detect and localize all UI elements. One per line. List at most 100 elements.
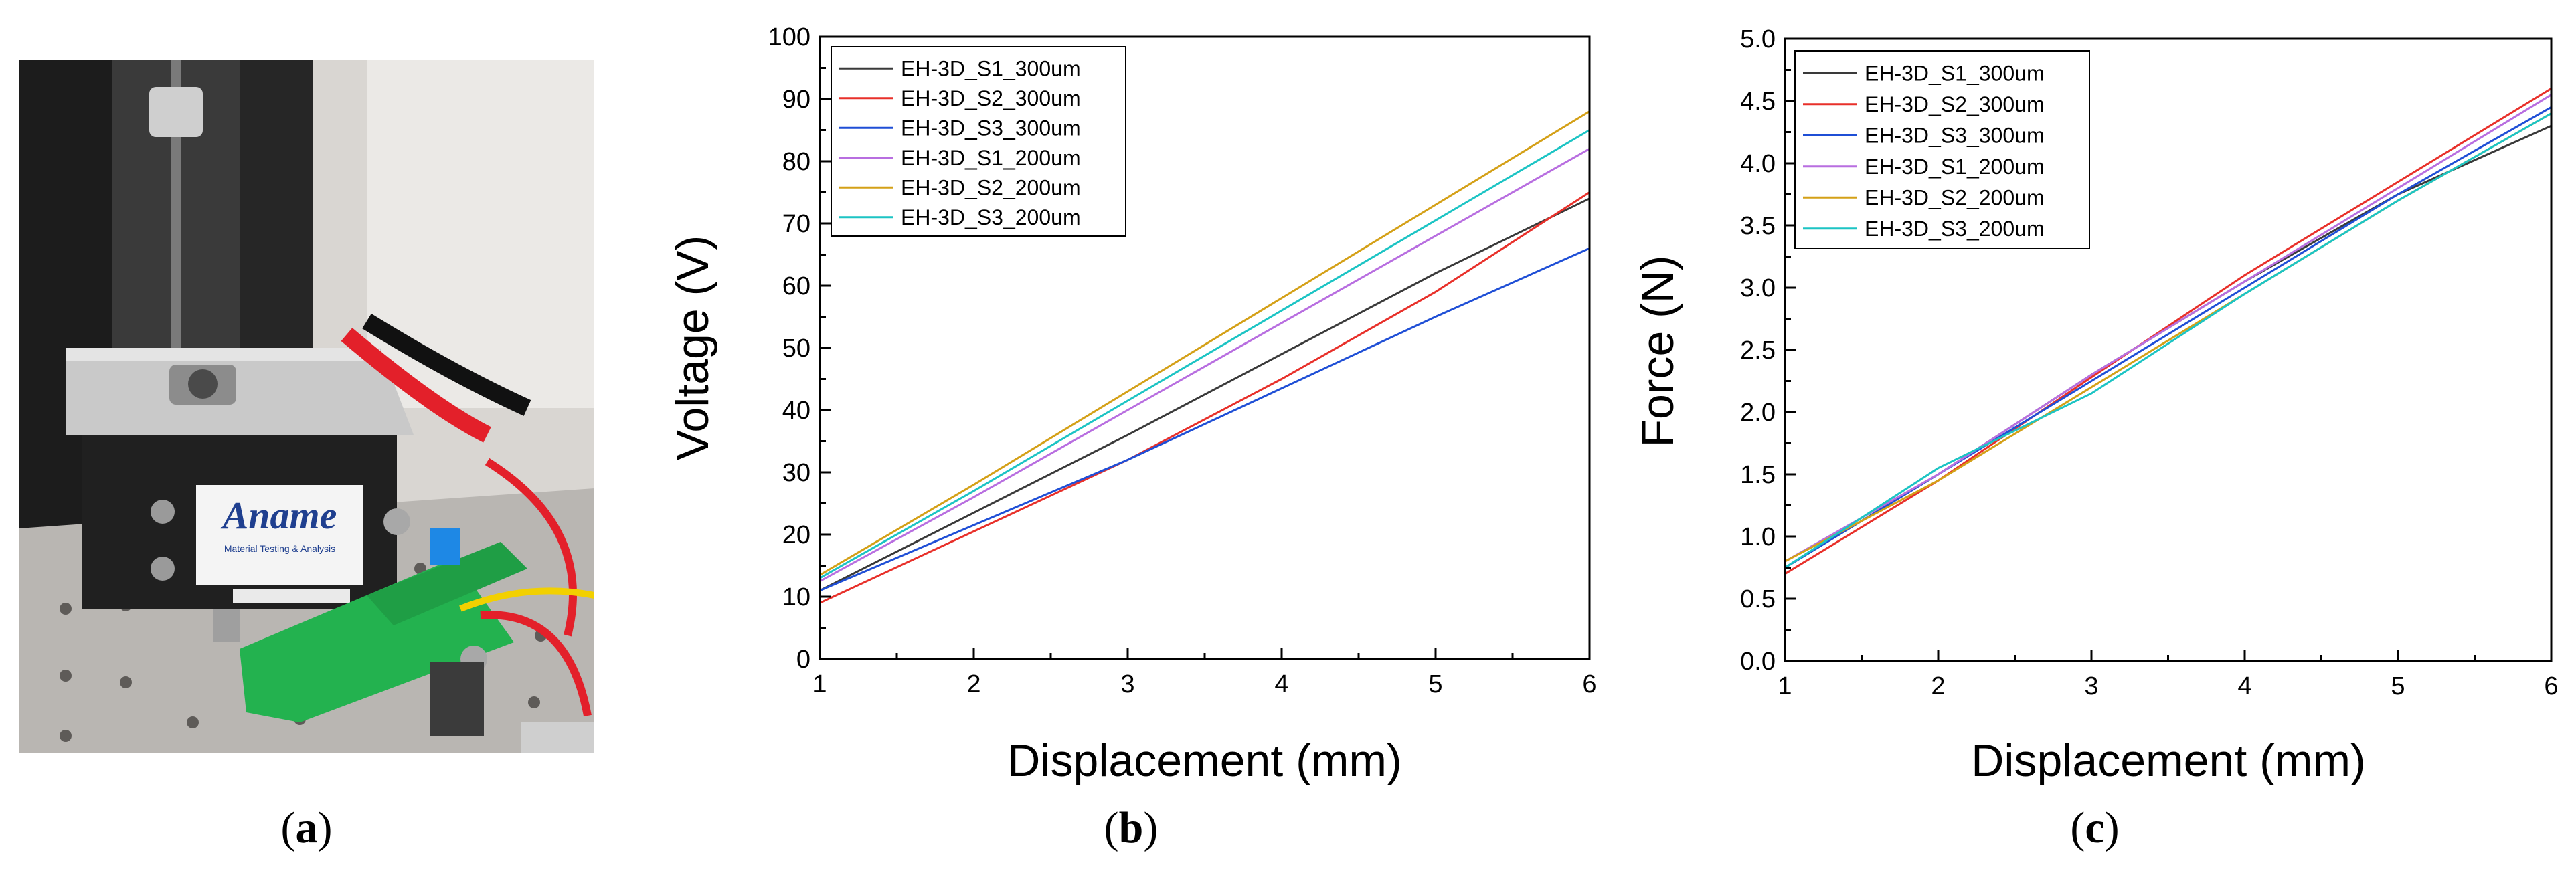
- voltage-y-tick-label: 100: [768, 23, 810, 52]
- voltage-legend: EH-3D_S1_300um EH-3D_S2_300um EH-3D_S3_300…: [831, 46, 1126, 237]
- force-legend-label-6: EH-3D_S3_200um: [1865, 217, 2045, 241]
- brand-subtitle: Material Testing & Analysis: [224, 543, 335, 554]
- voltage-legend-label-6: EH-3D_S3_200um: [901, 205, 1081, 229]
- force-legend-box: [1794, 50, 2090, 249]
- voltage-y-tick-label: 60: [782, 272, 810, 300]
- voltage-y-tick-label: 10: [782, 583, 810, 611]
- test-rig-illustration: Aname Material Testing & Analysis: [19, 60, 595, 753]
- force-legend-label-5: EH-3D_S2_200um: [1865, 185, 2045, 209]
- voltage-series-line-4: [819, 148, 1590, 583]
- force-series-line-3: [1784, 106, 2552, 569]
- force-y-axis-title: Force (N): [1632, 255, 1683, 447]
- force-series-line-1: [1784, 124, 2552, 569]
- red-banana-cable: [341, 328, 491, 443]
- force-y-tick-label: 1.5: [1740, 461, 1776, 489]
- voltage-plot-frame: [819, 35, 1591, 660]
- voltage-x-tick-label: 1: [812, 670, 827, 698]
- force-y-tick-label: 0.5: [1740, 585, 1776, 613]
- voltage-series-line-3: [819, 247, 1590, 592]
- voltage-legend-label-4: EH-3D_S1_200um: [901, 146, 1081, 170]
- test-rig-photo: Aname Material Testing & Analysis: [19, 60, 595, 753]
- force-x-axis-title: Displacement (mm): [1971, 735, 2365, 786]
- force-x-tick-label: 2: [1931, 672, 1945, 700]
- red-wire: [485, 458, 577, 637]
- force-y-tick-label: 3.5: [1740, 212, 1776, 240]
- shaft-coupler: [149, 87, 203, 137]
- voltage-legend-label-2: EH-3D_S2_300um: [901, 86, 1081, 110]
- voltage-x-tick-label: 2: [966, 670, 980, 698]
- top-plate: [66, 348, 414, 435]
- force-x-tick-label: 1: [1778, 672, 1792, 700]
- force-series-line-6: [1784, 112, 2552, 569]
- panel-label-b: (b): [1104, 803, 1158, 852]
- force-y-tick-label: 4.0: [1740, 150, 1776, 178]
- voltage-y-tick-label: 90: [782, 86, 810, 114]
- voltage-y-tick-label: 40: [782, 397, 810, 425]
- voltage-legend-label-1: EH-3D_S1_300um: [901, 56, 1081, 80]
- voltage-y-tick-label: 20: [782, 521, 810, 549]
- force-y-tick-label: 3.0: [1740, 274, 1776, 302]
- voltage-y-tick-label: 50: [782, 334, 810, 363]
- voltage-y-tick-label: 0: [796, 646, 810, 674]
- voltage-x-tick-label: 4: [1274, 670, 1288, 698]
- fixture-bolt: [383, 508, 410, 535]
- voltage-x-axis-title: Displacement (mm): [1007, 735, 1401, 786]
- top-plate-edge: [66, 348, 380, 361]
- force-y-tick-label: 1.0: [1740, 523, 1776, 551]
- voltage-series-line-2: [819, 191, 1590, 604]
- force-series-line-2: [1784, 88, 2552, 575]
- force-x-tick-label: 3: [2084, 672, 2098, 700]
- voltage-y-tick-label: 70: [782, 210, 810, 238]
- wall-panel: [367, 60, 594, 408]
- force-ticks-layer: 1 2 3 4 5 6 0.0 0.5 1.0 1.5 2.0 2.5 3.0 3.5 4.0 4.5 5.0: [1740, 25, 2558, 700]
- metal-block: [521, 722, 594, 753]
- voltage-x-tick-label: 6: [1582, 670, 1596, 698]
- force-plot-frame: [1784, 37, 2553, 662]
- force-series-layer: [1784, 88, 2552, 575]
- voltage-legend-label-5: EH-3D_S2_200um: [901, 175, 1081, 199]
- voltage-x-tick-label: 3: [1120, 670, 1134, 698]
- voltage-series-line-6: [819, 129, 1590, 579]
- force-legend-label-4: EH-3D_S1_200um: [1865, 155, 2045, 179]
- black-banana-cable: [362, 313, 531, 416]
- panel-label-c: (c): [2070, 803, 2120, 852]
- force-legend: EH-3D_S1_300um EH-3D_S2_300um EH-3D_S3_300…: [1794, 50, 2090, 249]
- force-y-tick-label: 4.5: [1740, 88, 1776, 116]
- voltage-series-line-5: [819, 110, 1590, 576]
- clamp-bolt: [188, 369, 218, 399]
- panel-label-a: (a): [280, 803, 333, 852]
- voltage-legend-box: [831, 46, 1126, 237]
- force-legend-label-3: EH-3D_S3_300um: [1865, 123, 2045, 147]
- force-y-tick-label: 5.0: [1740, 25, 1776, 54]
- force-y-tick-label: 2.5: [1740, 336, 1776, 365]
- force-legend-label-2: EH-3D_S2_300um: [1865, 92, 2045, 116]
- force-series-line-5: [1784, 112, 2552, 563]
- brand-text: Aname: [221, 494, 337, 537]
- red-wire: [480, 611, 592, 717]
- force-y-tick-label: 0.0: [1740, 648, 1776, 676]
- voltage-x-tick-label: 5: [1428, 670, 1442, 698]
- brand-label-plate: [196, 485, 363, 585]
- force-x-tick-label: 6: [2544, 672, 2558, 700]
- force-legend-label-1: EH-3D_S1_300um: [1865, 61, 2045, 85]
- green-fixture-rail: [367, 542, 527, 625]
- voltage-legend-label-3: EH-3D_S3_300um: [901, 116, 1081, 140]
- voltage-series-layer: [819, 110, 1590, 604]
- force-y-tick-label: 2.0: [1740, 399, 1776, 427]
- connector-strip: [233, 589, 350, 603]
- frame-right-column: [240, 60, 313, 395]
- force-series-line-4: [1784, 94, 2552, 563]
- voltage-y-tick-label: 80: [782, 148, 810, 176]
- probe-tip: [213, 609, 240, 642]
- force-x-tick-label: 5: [2391, 672, 2405, 700]
- sample-holder: [430, 662, 484, 736]
- force-x-tick-label: 4: [2237, 672, 2251, 700]
- blue-clip: [430, 528, 460, 565]
- voltage-y-axis-title: Voltage (V): [667, 235, 718, 460]
- voltage-y-tick-label: 30: [782, 459, 810, 487]
- screw-head: [151, 500, 175, 524]
- lead-screw: [171, 60, 181, 375]
- screw-head: [151, 557, 175, 581]
- yellow-wire: [459, 587, 595, 612]
